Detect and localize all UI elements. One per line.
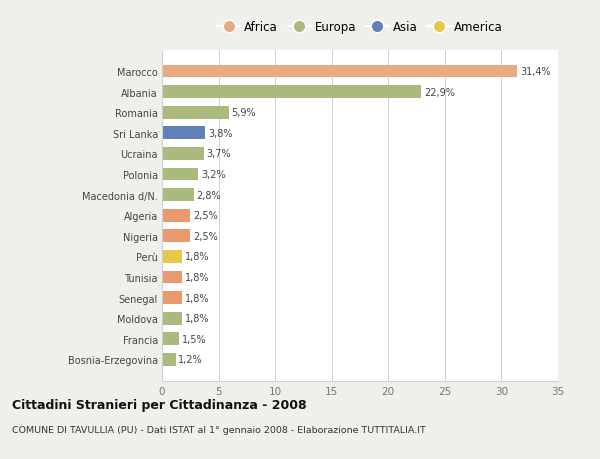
Text: COMUNE DI TAVULLIA (PU) - Dati ISTAT al 1° gennaio 2008 - Elaborazione TUTTITALI: COMUNE DI TAVULLIA (PU) - Dati ISTAT al …	[12, 425, 426, 434]
Text: 1,8%: 1,8%	[185, 313, 209, 324]
Bar	[162, 148, 204, 161]
Text: 2,5%: 2,5%	[193, 231, 218, 241]
Text: 1,8%: 1,8%	[185, 293, 209, 303]
Bar	[162, 189, 194, 202]
Bar	[162, 230, 190, 243]
Text: 1,5%: 1,5%	[182, 334, 206, 344]
Text: 22,9%: 22,9%	[424, 88, 455, 97]
Bar	[162, 271, 182, 284]
Text: 31,4%: 31,4%	[520, 67, 551, 77]
Bar	[162, 86, 421, 99]
Bar	[162, 168, 198, 181]
Bar	[162, 312, 182, 325]
Text: 5,9%: 5,9%	[232, 108, 256, 118]
Text: 3,7%: 3,7%	[206, 149, 232, 159]
Bar	[162, 106, 229, 119]
Bar	[162, 251, 182, 263]
Bar	[162, 209, 190, 222]
Text: 2,5%: 2,5%	[193, 211, 218, 221]
Text: 2,8%: 2,8%	[197, 190, 221, 200]
Text: Cittadini Stranieri per Cittadinanza - 2008: Cittadini Stranieri per Cittadinanza - 2…	[12, 398, 307, 411]
Text: 3,8%: 3,8%	[208, 129, 232, 139]
Text: 1,2%: 1,2%	[178, 355, 203, 364]
Text: 1,8%: 1,8%	[185, 252, 209, 262]
Text: 1,8%: 1,8%	[185, 272, 209, 282]
Bar	[162, 291, 182, 304]
Bar	[162, 333, 179, 346]
Bar	[162, 66, 517, 78]
Bar	[162, 127, 205, 140]
Bar	[162, 353, 176, 366]
Legend: Africa, Europa, Asia, America: Africa, Europa, Asia, America	[212, 17, 508, 39]
Text: 3,2%: 3,2%	[201, 170, 226, 179]
